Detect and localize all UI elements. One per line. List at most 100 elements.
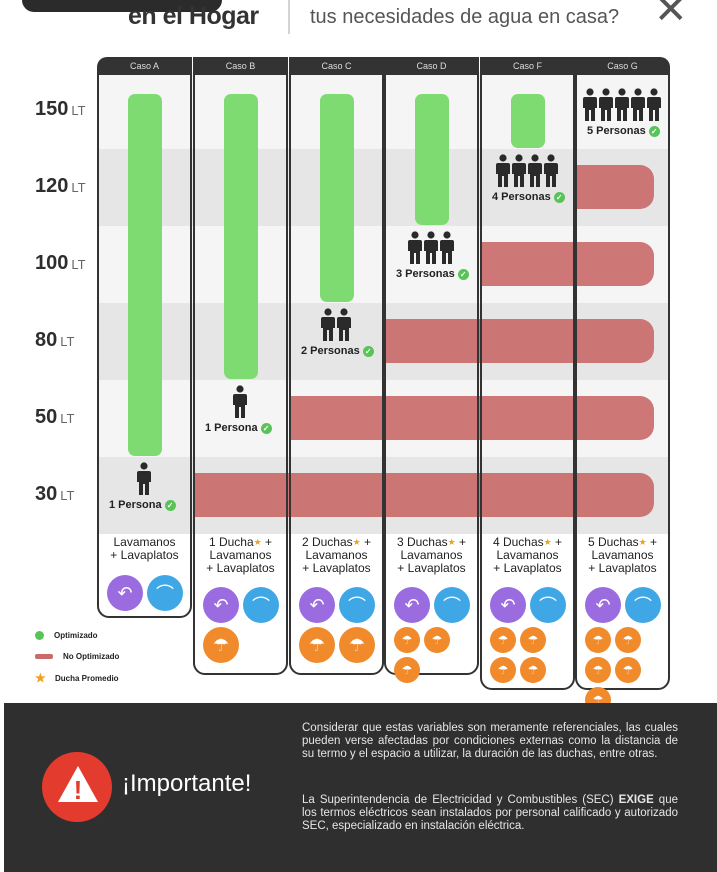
people-label: 1 Persona ✓: [109, 499, 176, 511]
shower-icon: ☂: [394, 627, 420, 653]
case-description: Lavamanos + Lavaplatos: [97, 536, 192, 562]
people-label-text: 5 Personas: [587, 125, 646, 137]
desc-line-text: + Lavaplatos: [397, 561, 466, 575]
y-axis-label: 30 LT: [35, 483, 74, 506]
shower-icon: ☂: [299, 627, 335, 663]
shower-icon: ☂: [424, 627, 450, 653]
desc-line: + Lavaplatos: [575, 562, 670, 575]
not-optimized-band: [480, 242, 654, 286]
person-icon: [232, 385, 247, 424]
people-label: 4 Personas ✓: [492, 191, 565, 203]
footer-panel: [4, 703, 717, 872]
footer-bold-text: EXIGE: [618, 794, 654, 806]
desc-line: 1 Ducha★ +: [193, 536, 288, 549]
desc-line: + Lavaplatos: [193, 562, 288, 575]
desc-line-text: Lavamanos: [305, 548, 368, 562]
people-group: [495, 154, 558, 193]
star-icon: ★: [352, 537, 361, 547]
case-header: Caso A: [97, 57, 192, 75]
person-icon: [407, 231, 422, 270]
legend-label: Ducha Promedio: [55, 673, 119, 683]
close-icon[interactable]: ✕: [654, 0, 688, 32]
star-icon: ★: [253, 537, 262, 547]
shower-icon: ☂: [585, 657, 611, 683]
case-header: Caso F: [480, 57, 575, 75]
case-description: 4 Duchas★ + Lavamanos + Lavaplatos: [480, 536, 575, 575]
tap-icon: ⌒: [147, 575, 183, 611]
person-icon: [511, 154, 526, 193]
desc-line-text: 1 Ducha: [208, 535, 254, 549]
person-icon: [614, 88, 629, 127]
check-icon: ✓: [260, 422, 272, 434]
person-icon: [423, 231, 438, 270]
optimized-bar: [320, 94, 354, 302]
desc-line: + Lavaplatos: [289, 562, 384, 575]
desc-line: 2 Duchas★ +: [289, 536, 384, 549]
desc-line-text: 5 Duchas: [587, 535, 639, 549]
fixture-icons: ↶ ⌒ ☂: [203, 587, 282, 663]
people-label-text: 1 Persona: [109, 499, 162, 511]
y-axis-unit: LT: [71, 180, 86, 195]
plus-sign: +: [455, 535, 467, 549]
person-icon: [439, 231, 454, 270]
tap-icon: ⌒: [339, 587, 375, 623]
tap-icon: ⌒: [434, 587, 470, 623]
important-title: ¡Importante!: [122, 770, 252, 797]
desc-line-text: Lavamanos: [400, 548, 463, 562]
desc-line: + Lavaplatos: [480, 562, 575, 575]
faucet-icon: ↶: [299, 587, 335, 623]
fixture-icons: ↶ ⌒ ☂ ☂ ☂: [394, 587, 473, 683]
desc-line-text: 4 Duchas: [492, 535, 544, 549]
people-group: [136, 462, 151, 501]
check-icon: ✓: [457, 268, 469, 280]
legend-not-optimized: No Optimizado: [35, 652, 119, 661]
y-axis-value: 30: [35, 483, 58, 505]
not-optimized-band: [384, 319, 654, 363]
footer-paragraph-1: Considerar que estas variables son meram…: [302, 722, 678, 760]
desc-line: Lavamanos: [575, 549, 670, 562]
faucet-icon: ↶: [490, 587, 526, 623]
legend-label: Optimizado: [54, 631, 98, 640]
not-optimized-band: [575, 165, 654, 209]
desc-line-text: Lavamanos: [113, 535, 176, 549]
desc-line: 5 Duchas★ +: [575, 536, 670, 549]
check-icon: ✓: [553, 191, 565, 203]
desc-line-text: Lavamanos: [591, 548, 654, 562]
not-optimized-band: [289, 396, 654, 440]
star-icon: ★: [35, 671, 46, 685]
y-axis-unit: LT: [60, 488, 75, 503]
shower-icon: ☂: [585, 627, 611, 653]
tap-icon: ⌒: [530, 587, 566, 623]
case-description: 2 Duchas★ + Lavamanos + Lavaplatos: [289, 536, 384, 575]
legend-label: No Optimizado: [63, 652, 120, 661]
desc-line-text: + Lavaplatos: [588, 561, 657, 575]
optimized-bar: [415, 94, 449, 225]
y-axis-unit: LT: [60, 411, 75, 426]
people-label-text: 3 Personas: [396, 268, 455, 280]
desc-line: + Lavaplatos: [97, 549, 192, 562]
person-icon: [527, 154, 542, 193]
people-group: [582, 88, 661, 127]
person-icon: [543, 154, 558, 193]
case-description: 1 Ducha★ + Lavamanos + Lavaplatos: [193, 536, 288, 575]
desc-line: Lavamanos: [384, 549, 479, 562]
shower-icon: ☂: [615, 657, 641, 683]
footer-paragraph-2: La Superintendencia de Electricidad y Co…: [302, 794, 678, 833]
shower-icon: ☂: [339, 627, 375, 663]
case-header: Caso C: [289, 57, 384, 75]
fixture-icons: ↶ ⌒: [107, 575, 186, 611]
desc-line: 4 Duchas★ +: [480, 536, 575, 549]
star-icon: ★: [447, 537, 456, 547]
people-group: [320, 308, 351, 347]
red-band-icon: [35, 654, 53, 659]
check-icon: ✓: [648, 125, 660, 137]
legend-optimized: Optimizado: [35, 631, 98, 640]
shower-icon: ☂: [615, 627, 641, 653]
not-optimized-band: [193, 473, 654, 517]
plus-sign: +: [261, 535, 273, 549]
y-axis-label: 150 LT: [35, 98, 86, 121]
case-description: 3 Duchas★ + Lavamanos + Lavaplatos: [384, 536, 479, 575]
header-question: tus necesidades de agua en casa?: [310, 6, 620, 28]
people-group: [232, 385, 247, 424]
fixture-icons: ↶ ⌒ ☂ ☂: [299, 587, 378, 663]
